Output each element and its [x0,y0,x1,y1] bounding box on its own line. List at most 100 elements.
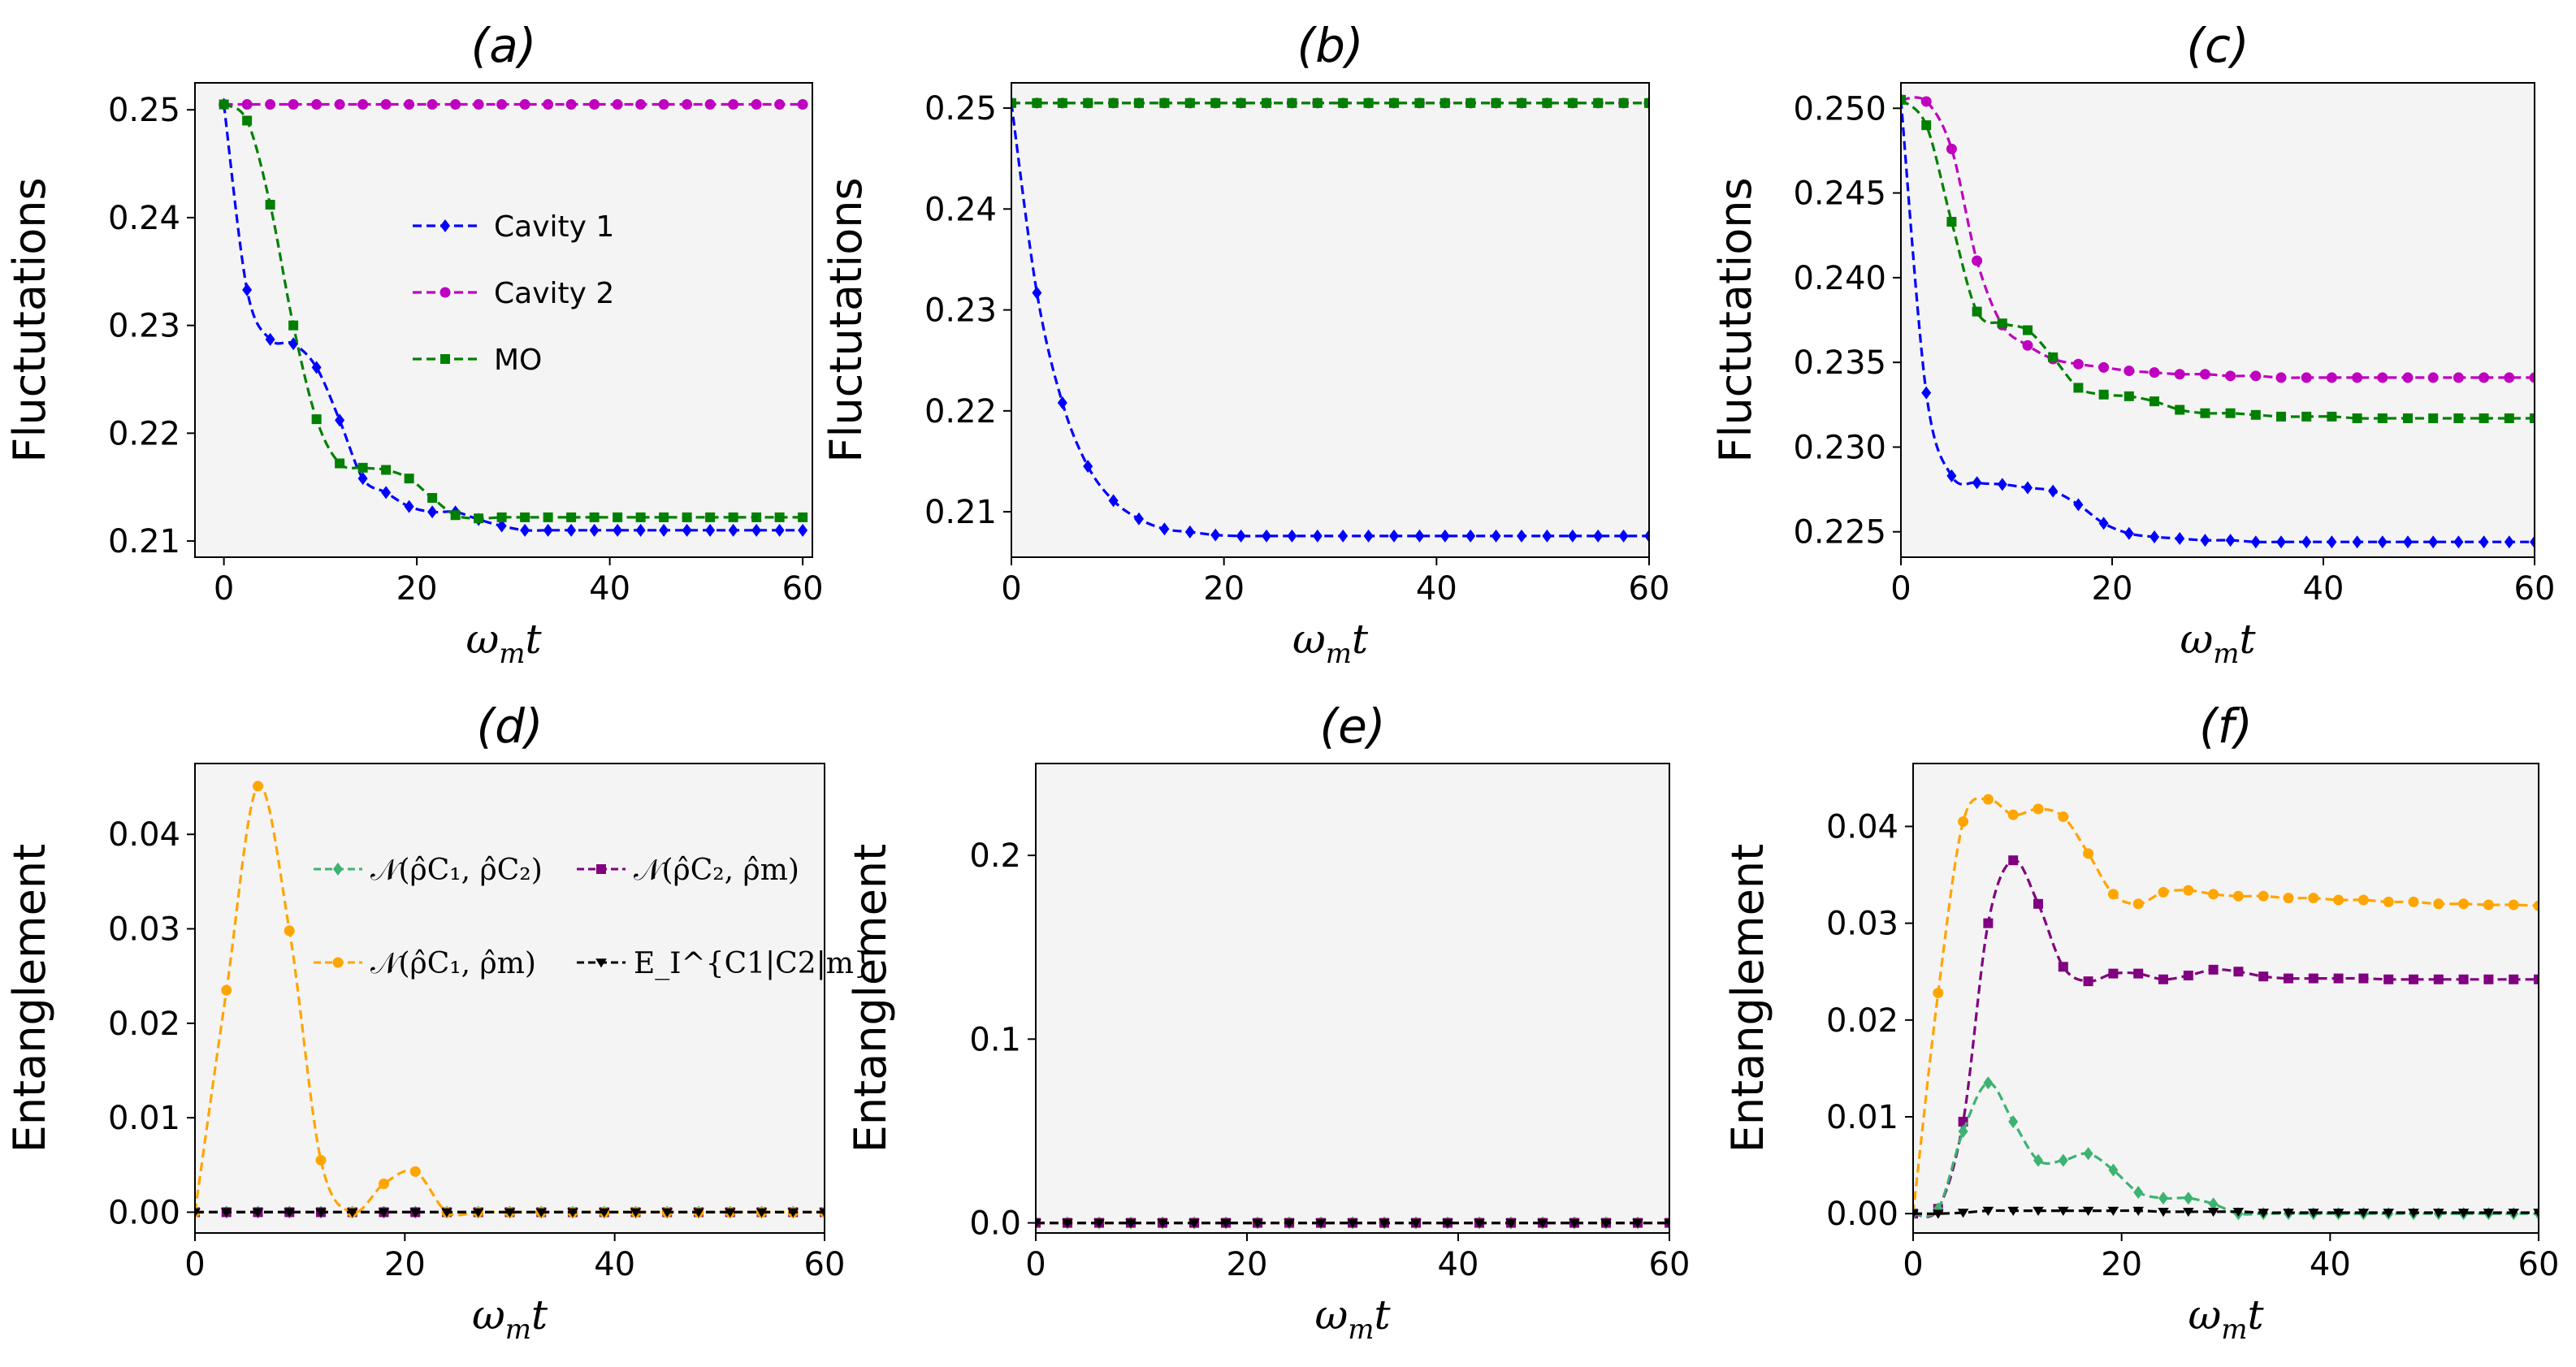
data-point [409,1166,421,1177]
data-point [1338,97,1349,108]
data-point [1210,97,1221,108]
data-point [1982,1206,1994,1216]
data-point [2483,974,2494,984]
data-point [2308,973,2318,984]
data-point [2048,352,2059,362]
data-point [2383,974,2394,984]
plot-area [195,781,825,1219]
legend-label: 𝒩(ρ̂C₁, ρ̂m) [370,947,536,980]
data-point [315,1208,327,1218]
data-point [2403,413,2413,423]
y-tick-label: 0.03 [108,911,180,949]
data-point [2207,1207,2219,1218]
data-point [2409,974,2418,984]
axes-frame [194,82,813,558]
data-point [1593,97,1604,108]
legend-marker [439,287,451,298]
data-point [1159,522,1170,536]
x-tick-label: 40 [2303,570,2344,608]
series-line [1901,98,2535,420]
data-point [2358,973,2369,984]
data-point [450,99,461,110]
data-point [774,523,785,537]
x-tick-label: 40 [594,1246,635,1283]
x-tick-label: 0 [1903,1246,1923,1283]
data-point [1466,529,1476,543]
y-axis-label: Entanglement [1722,844,1773,1153]
data-point [335,458,345,469]
series-line [1913,859,2539,1218]
data-point [1338,529,1349,543]
data-point [1157,1218,1168,1228]
y-axis-label: Fluctutations [4,177,55,462]
data-point [496,99,508,110]
y-tick-label: 0.04 [108,816,180,854]
data-point [2007,1206,2019,1216]
data-point [2033,1206,2044,1216]
data-point [1491,97,1501,108]
y-tick-label: 0.25 [108,92,180,129]
x-tick-label: 0 [214,570,234,608]
y-axis-label: Entanglement [845,844,896,1153]
data-point [1440,529,1450,543]
data-point [543,99,554,110]
data-point [284,925,295,937]
legend-label: Cavity 2 [494,277,614,310]
data-point [1440,97,1450,108]
x-tick-label: 60 [804,1246,846,1283]
plot-background [1036,764,1669,1233]
data-point [2058,1153,2068,1167]
data-point [2183,1192,2193,1205]
series-2 [1901,94,2535,383]
data-point [311,361,322,374]
data-point [1664,1218,1669,1228]
data-point [2428,413,2439,423]
data-point [265,99,276,110]
data-point [1921,120,1932,131]
data-point [2333,973,2344,984]
data-point [1567,97,1578,108]
data-point [520,512,530,522]
y-axis-label: Fluctutations [1710,177,1761,462]
data-point [2133,1185,2144,1199]
data-point [566,523,577,537]
data-point [1032,286,1042,300]
data-point [1184,525,1195,539]
data-point [2352,535,2362,549]
data-point [787,1208,799,1218]
data-point [2058,1206,2069,1216]
data-point [2208,889,2219,900]
data-point [2098,361,2110,373]
data-point [2529,372,2535,383]
plot-background [195,83,812,557]
axes-frame [1035,763,1670,1234]
x-axis-label: ωmt [472,1291,548,1346]
data-point [2377,535,2388,549]
data-point [346,1208,358,1218]
data-point [1946,143,1957,154]
data-point [2107,1206,2119,1216]
y-tick-label: 0.2 [969,837,1021,875]
data-point [693,1208,704,1218]
data-point [2208,1197,2219,1211]
y-tick-label: 0.225 [1793,514,1886,552]
data-point [2276,535,2286,549]
axes-frame [194,763,825,1234]
data-point [1312,97,1323,108]
series-3 [1901,94,2535,423]
data-point [504,1208,516,1218]
data-point [379,1179,389,1190]
data-point [2098,517,2109,530]
data-point [2508,899,2519,911]
data-point [2402,372,2414,383]
series-1 [1901,93,2535,549]
x-tick-label: 20 [1203,570,1245,608]
data-point [2108,1163,2119,1177]
data-point [2332,1209,2344,1218]
data-point [2377,413,2388,423]
data-point [1036,1218,1041,1228]
panel-b: 0 20 40 60 0.21 0.22 0.23 0.24 0.25 (b) Fluctutati… [820,18,1669,670]
data-point [2357,1209,2370,1218]
data-point [335,413,345,427]
